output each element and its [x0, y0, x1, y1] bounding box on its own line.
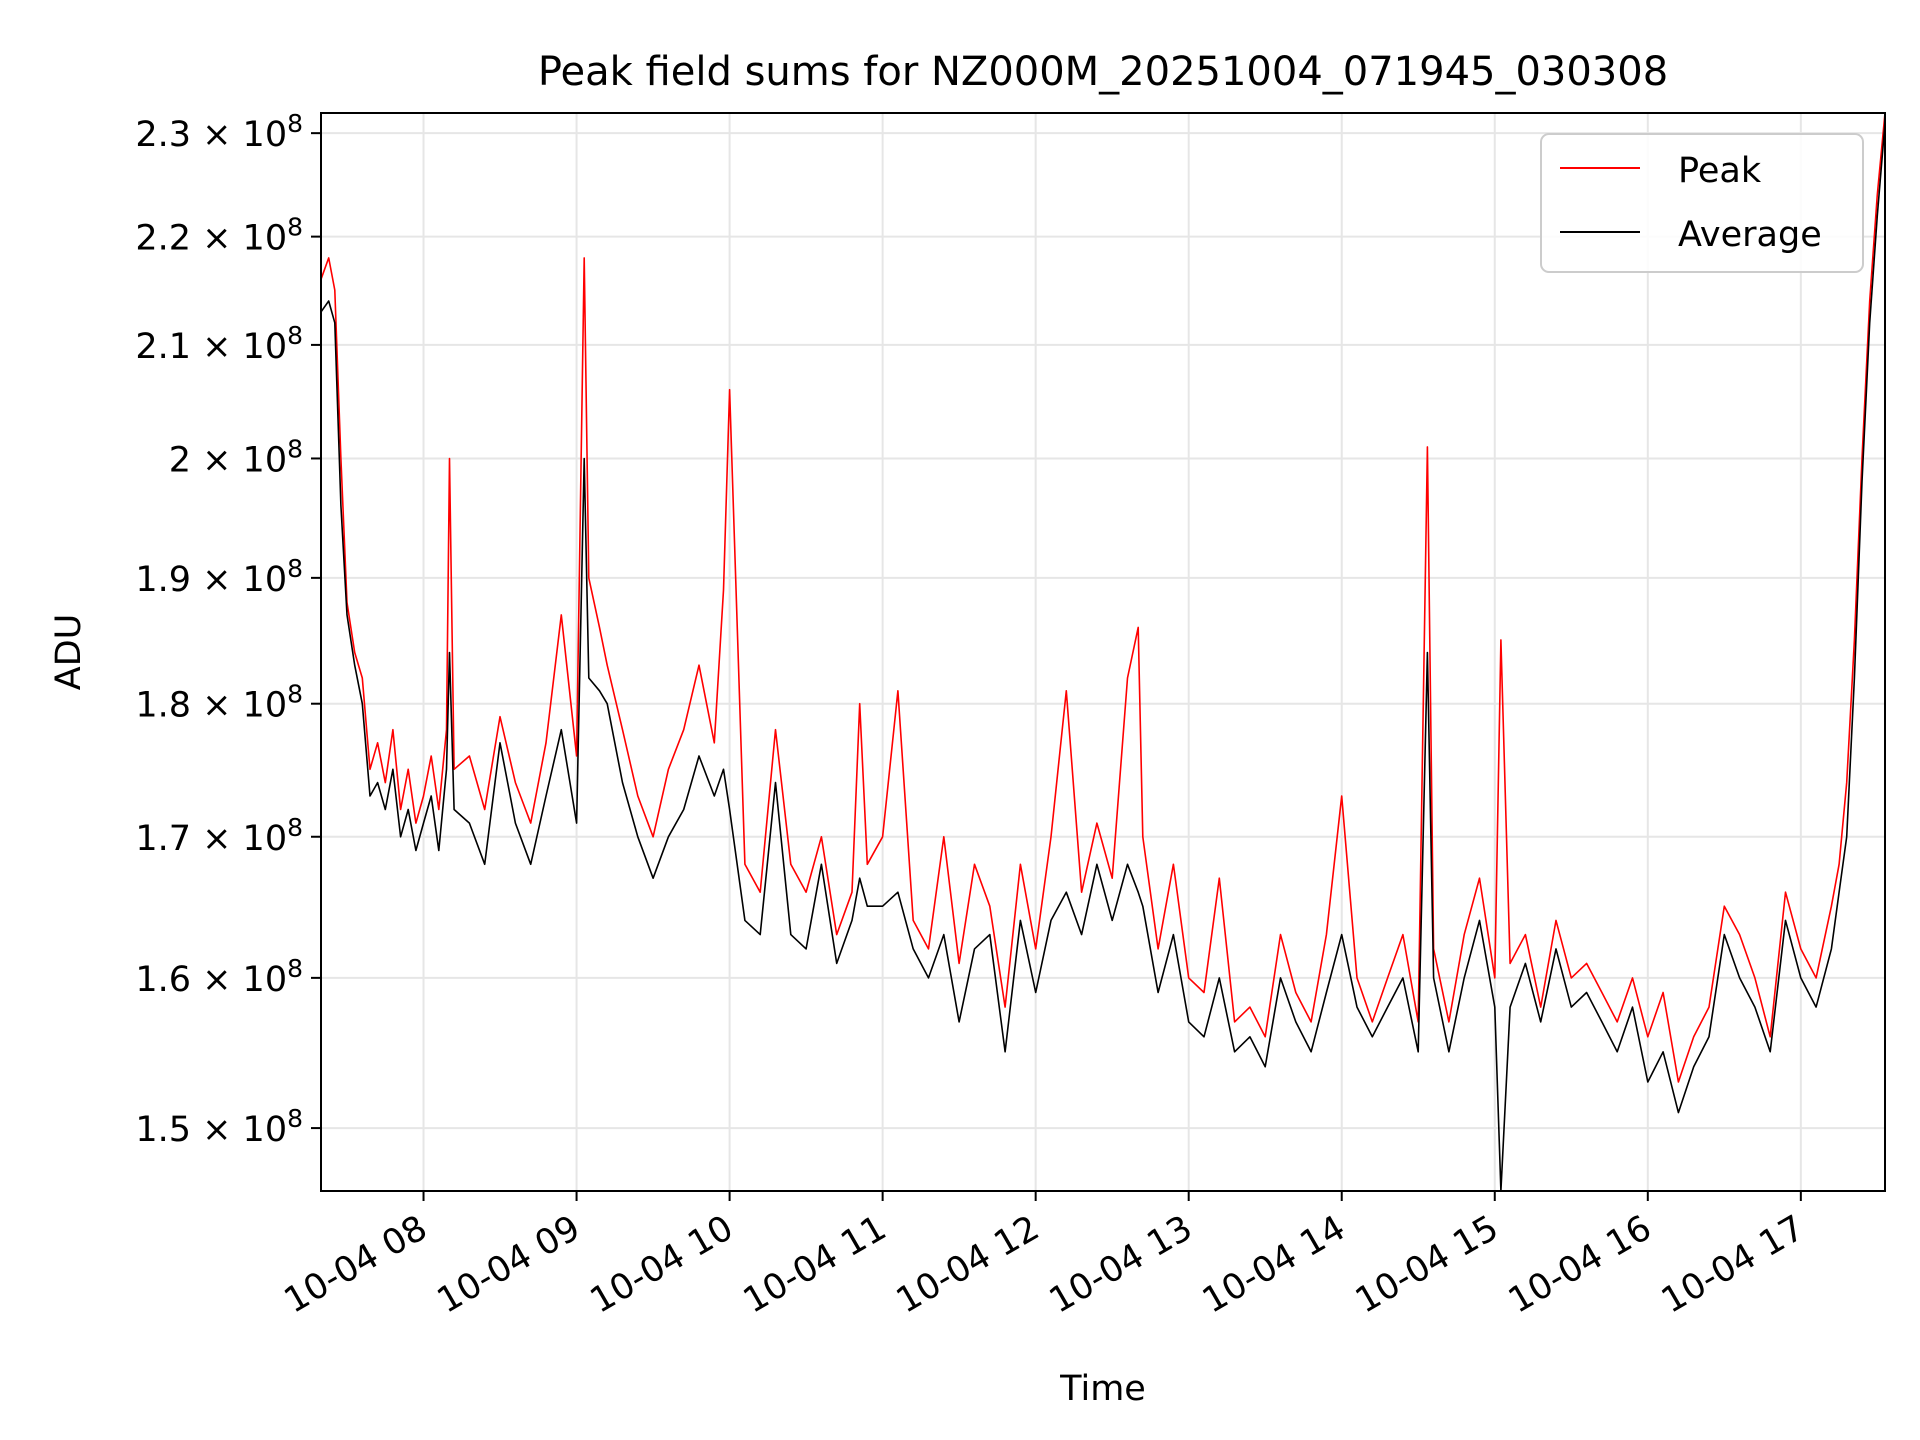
- axes-frame: [320, 112, 1886, 1192]
- y-tick-label: 1.9 × 108: [135, 554, 303, 600]
- series-line-peak: [320, 112, 1886, 1083]
- y-axis-label: ADU: [49, 614, 89, 691]
- y-tick-label: 1.5 × 108: [135, 1104, 303, 1150]
- chart-title: Peak field sums for NZ000M_20251004_0719…: [538, 49, 1668, 95]
- x-axis-label: Time: [1059, 1369, 1146, 1409]
- legend: Peak Average: [1540, 133, 1864, 273]
- y-tick-label: 2.1 × 108: [135, 321, 303, 367]
- y-tick-label: 2.3 × 108: [135, 109, 303, 155]
- y-tick-label: 2 × 108: [169, 434, 303, 480]
- legend-peak-label: Peak: [1678, 151, 1762, 191]
- y-tick-label: 1.7 × 108: [135, 813, 303, 859]
- plot-area: [320, 112, 1886, 1192]
- y-axis: 1.5 × 108 1.6 × 108 1.7 × 108 1.8 × 108 1.9 …: [135, 109, 321, 1150]
- y-tick-label: 2.2 × 108: [135, 213, 303, 259]
- y-tick-label: 1.6 × 108: [135, 954, 303, 1000]
- legend-average-label: Average: [1678, 215, 1822, 255]
- y-tick-label: 1.8 × 108: [135, 680, 303, 726]
- series-line-average: [320, 123, 1886, 1192]
